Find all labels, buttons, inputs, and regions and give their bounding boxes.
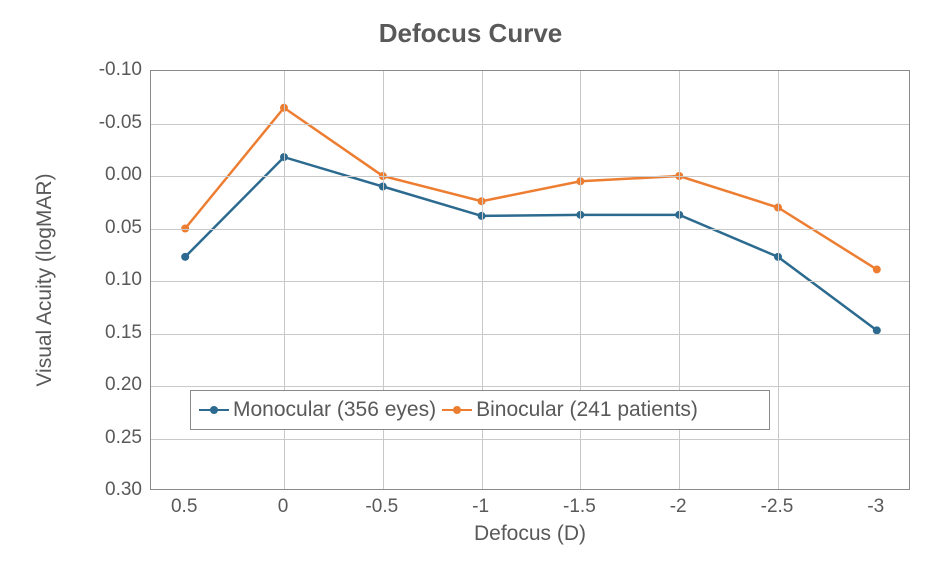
legend-swatch bbox=[199, 403, 229, 417]
x-tick-label: -1 bbox=[472, 496, 489, 518]
y-tick-label: -0.05 bbox=[0, 112, 142, 134]
x-tick-label: -2.5 bbox=[761, 496, 794, 518]
gridline-vertical bbox=[778, 71, 779, 489]
gridline-horizontal bbox=[151, 439, 909, 440]
y-tick-label: 0.00 bbox=[0, 164, 142, 186]
gridline-horizontal bbox=[151, 281, 909, 282]
y-tick-label: 0.05 bbox=[0, 217, 142, 239]
legend: Monocular (356 eyes) Binocular (241 patie… bbox=[190, 390, 770, 430]
data-point bbox=[181, 253, 189, 261]
legend-swatch bbox=[442, 403, 472, 417]
y-tick-label: 0.30 bbox=[0, 479, 142, 501]
gridline-horizontal bbox=[151, 229, 909, 230]
x-axis-label: Defocus (D) bbox=[474, 522, 586, 546]
legend-item: Binocular (241 patients) bbox=[442, 398, 698, 422]
y-tick-label: -0.10 bbox=[0, 59, 142, 81]
legend-item: Monocular (356 eyes) bbox=[199, 398, 436, 422]
gridline-horizontal bbox=[151, 386, 909, 387]
gridline-horizontal bbox=[151, 176, 909, 177]
series-line bbox=[185, 108, 877, 270]
y-tick-label: 0.15 bbox=[0, 322, 142, 344]
legend-label: Monocular (356 eyes) bbox=[233, 398, 436, 422]
gridline-horizontal bbox=[151, 334, 909, 335]
legend-label: Binocular (241 patients) bbox=[476, 398, 698, 422]
y-tick-label: 0.25 bbox=[0, 427, 142, 449]
defocus-curve-figure: { "chart": { "type": "line", "title": "D… bbox=[0, 0, 941, 570]
series-line bbox=[185, 157, 877, 330]
chart-title: Defocus Curve bbox=[0, 18, 941, 49]
x-tick-label: -0.5 bbox=[365, 496, 398, 518]
gridline-horizontal bbox=[151, 124, 909, 125]
x-tick-label: -2 bbox=[670, 496, 687, 518]
y-tick-label: 0.20 bbox=[0, 374, 142, 396]
x-tick-label: 0 bbox=[278, 496, 289, 518]
x-tick-label: -1.5 bbox=[563, 496, 596, 518]
x-tick-label: 0.5 bbox=[171, 496, 197, 518]
data-point bbox=[873, 265, 881, 273]
x-tick-label: -3 bbox=[867, 496, 884, 518]
y-tick-label: 0.10 bbox=[0, 269, 142, 291]
